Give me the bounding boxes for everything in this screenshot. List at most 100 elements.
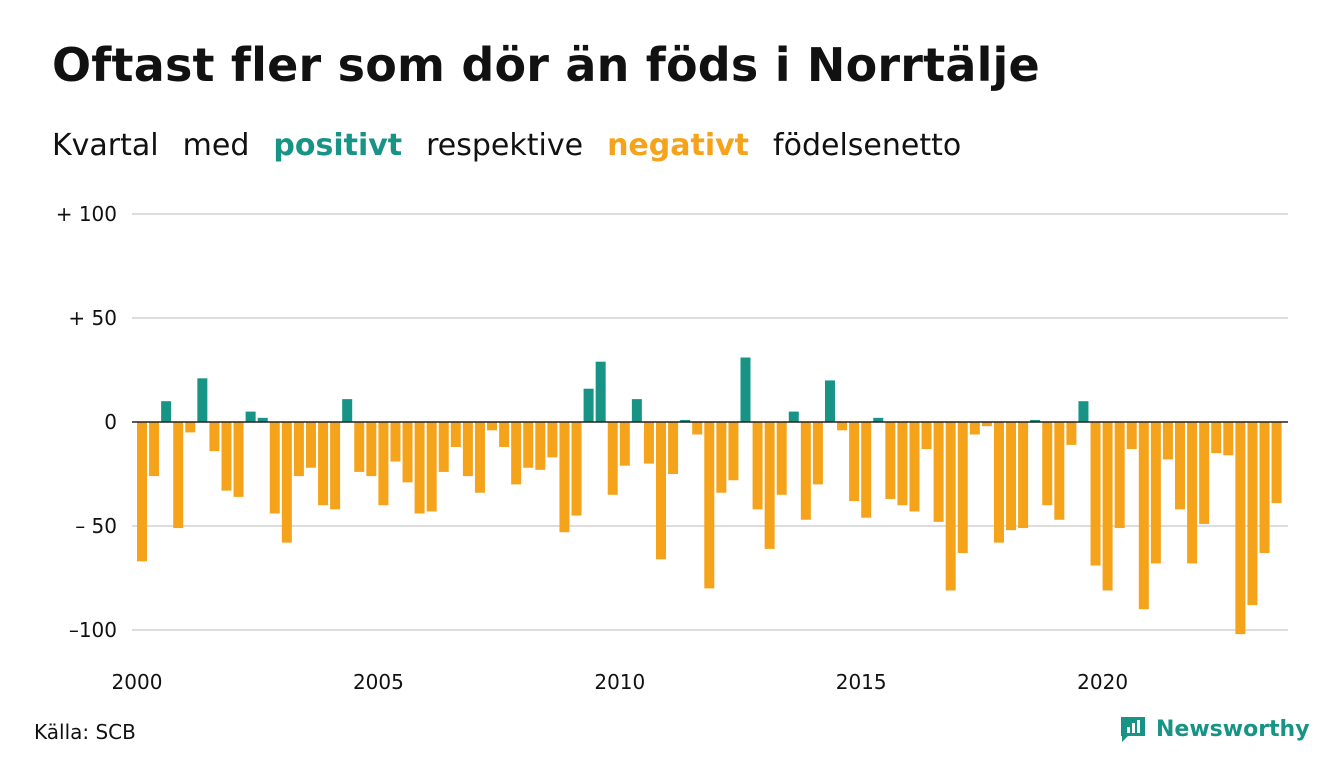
- bar: [462, 422, 473, 477]
- subtitle-negative-label: negativt: [607, 128, 750, 163]
- bar: [1259, 422, 1270, 554]
- bar: [221, 422, 232, 491]
- bar: [305, 422, 316, 468]
- bar: [1018, 422, 1029, 529]
- bar: [511, 422, 522, 485]
- bar: [1054, 422, 1065, 520]
- bar: [752, 422, 763, 510]
- bar: [293, 422, 304, 477]
- bar: [366, 422, 377, 477]
- bar: [402, 422, 413, 483]
- bar: [173, 422, 184, 529]
- bar: [1211, 422, 1222, 454]
- bar: [499, 422, 510, 447]
- subtitle-word: födelsenetto: [773, 128, 962, 163]
- bar: [474, 422, 485, 493]
- bar: [571, 422, 582, 516]
- bar: [957, 422, 968, 554]
- bar: [824, 380, 835, 422]
- bar: [643, 422, 654, 464]
- bar: [269, 422, 280, 514]
- bar: [281, 422, 292, 543]
- bar: [1006, 422, 1017, 531]
- bar: [233, 422, 244, 497]
- bar: [728, 422, 739, 481]
- bar: [185, 422, 196, 433]
- x-tick-label: 2010: [594, 670, 645, 694]
- bar: [583, 388, 594, 422]
- bar: [812, 422, 823, 485]
- bar: [897, 422, 908, 506]
- y-tick-label: + 100: [56, 202, 117, 226]
- y-tick-label: 0: [104, 410, 117, 434]
- bar: [414, 422, 425, 514]
- bar: [1235, 422, 1246, 635]
- bar: [535, 422, 546, 470]
- bar: [607, 422, 618, 495]
- bar-chart: + 100 + 50 0 – 50 –100 2000 2005 2010 2015 2020: [56, 202, 1288, 694]
- source-note: Källa: SCB: [34, 720, 136, 744]
- bar: [656, 422, 667, 560]
- bar: [716, 422, 727, 493]
- bar: [849, 422, 860, 502]
- subtitle-word: Kvartal: [52, 128, 159, 163]
- chart-title: Oftast fler som dör än föds i Norrtälje: [52, 38, 1040, 92]
- bar: [1126, 422, 1137, 450]
- bar: [668, 422, 679, 474]
- bar: [1271, 422, 1282, 504]
- y-tick-label: – 50: [75, 514, 117, 538]
- bar: [523, 422, 534, 468]
- bar: [993, 422, 1004, 543]
- y-tick-label: –100: [69, 618, 117, 642]
- bar: [197, 378, 208, 422]
- bar: [873, 417, 884, 422]
- bar: [764, 422, 775, 549]
- brand: Newsworthy: [1118, 714, 1310, 744]
- bar: [342, 399, 353, 422]
- x-tick-label: 2000: [112, 670, 163, 694]
- bar: [1223, 422, 1234, 456]
- bar: [559, 422, 570, 533]
- bar: [740, 357, 751, 422]
- bar: [1042, 422, 1053, 506]
- bar: [631, 399, 642, 422]
- bar: [209, 422, 220, 452]
- bar: [692, 422, 703, 435]
- x-tick-label: 2005: [353, 670, 404, 694]
- bar: [257, 417, 268, 422]
- x-tick-label: 2020: [1077, 670, 1128, 694]
- bar: [1030, 419, 1041, 422]
- bar: [885, 422, 896, 499]
- bar: [909, 422, 920, 512]
- bar: [487, 422, 498, 431]
- bar: [945, 422, 956, 591]
- bar: [137, 422, 147, 562]
- bar: [1150, 422, 1161, 564]
- bar: [595, 361, 606, 422]
- bar: [426, 422, 437, 512]
- bar: [354, 422, 365, 472]
- bar: [161, 401, 172, 422]
- bar: [378, 422, 389, 506]
- bar: [969, 422, 980, 435]
- subtitle-word: med: [182, 128, 250, 163]
- bar: [1175, 422, 1186, 510]
- y-tick-label: + 50: [68, 306, 117, 330]
- bar: [1247, 422, 1258, 606]
- bar: [776, 422, 787, 495]
- chart-subtitle: Kvartal med positivt respektive negativt föde…: [52, 128, 985, 163]
- bar: [619, 422, 630, 466]
- bar: [438, 422, 449, 472]
- newsworthy-logo-icon: [1121, 717, 1145, 742]
- bar: [837, 422, 848, 431]
- bar: [1187, 422, 1198, 564]
- bar: [1138, 422, 1149, 610]
- bar: [1090, 422, 1101, 566]
- bars: [137, 357, 1282, 635]
- bar: [861, 422, 872, 518]
- subtitle-word: respektive: [426, 128, 584, 163]
- bar: [245, 411, 256, 422]
- x-axis-ticks: 2000 2005 2010 2015 2020: [112, 670, 1129, 694]
- bar: [1066, 422, 1077, 445]
- x-tick-label: 2015: [836, 670, 887, 694]
